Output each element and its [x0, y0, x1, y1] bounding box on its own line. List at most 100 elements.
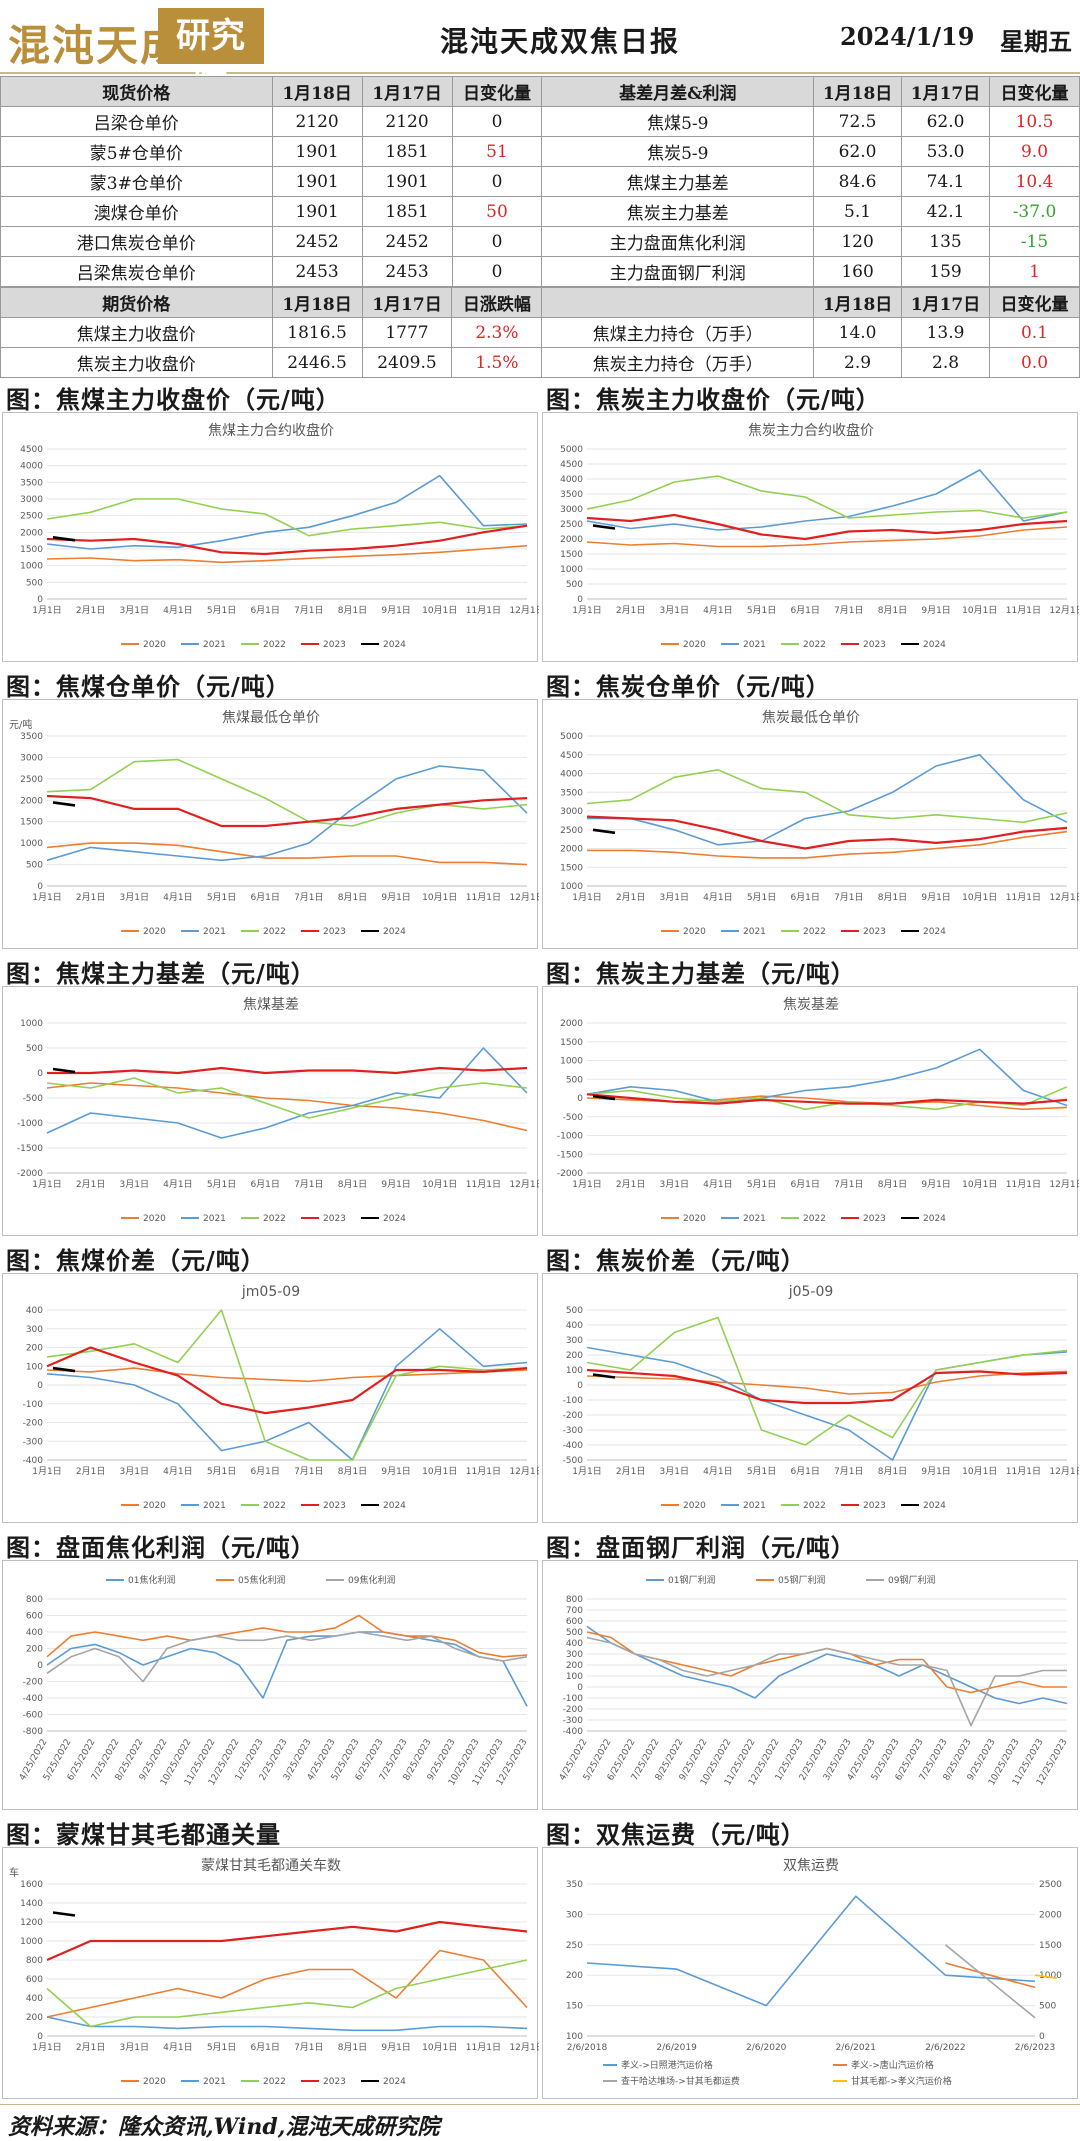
value-jan17: 62.0 — [901, 106, 990, 137]
series-line — [586, 526, 1068, 548]
y-tick-label: 300 — [566, 1336, 583, 1346]
chart-svg: j05-09 -500 -400 -300 -200 -100 0 100 200 300 400 5… — [563, 1284, 1079, 1511]
x-tick-label: 10月1日 — [422, 892, 457, 903]
y-tick-label: 200 — [566, 1661, 583, 1671]
x-tick-label: 1月1日 — [32, 2042, 61, 2053]
x-tick-label: 4月1日 — [703, 892, 732, 903]
chart-coking-coal-close: 焦煤主力合约收盘价 0 500 1000 1500 2000 2500 3000 3500 400… — [2, 412, 539, 662]
y-tick-label: 3500 — [20, 478, 43, 488]
y-tick-label: -100 — [563, 1694, 584, 1704]
series-line — [586, 1370, 1068, 1395]
series-line — [46, 794, 528, 828]
y-tick-label: -100 — [563, 1396, 584, 1406]
series-line — [52, 1366, 76, 1373]
futures-table-header: 期货价格 1月18日 1月17日 日涨跌幅 1月18日 1月17日 日变化量 — [0, 287, 1080, 318]
x-tick-label: 6月1日 — [790, 605, 819, 616]
y-tick-label: 400 — [26, 1994, 43, 2004]
series-line — [46, 1631, 528, 1683]
legend-label: 2022 — [263, 1501, 286, 1511]
value-jan17: 2409.5 — [361, 347, 453, 378]
y-tick-label: -1500 — [557, 1150, 583, 1160]
legend-label: 孝义->日照港汽运价格 — [621, 2059, 713, 2071]
report-header: 混沌天成 研究院 混沌天成双焦日报 2024/1/19 星期五 — [0, 0, 1080, 106]
value-change: 1.5% — [451, 347, 543, 378]
value-jan18: 2453 — [271, 256, 363, 287]
row-label-2: 主力盘面焦化利润 — [541, 226, 815, 257]
y2-tick-label: 2000 — [1039, 1910, 1062, 1920]
row-label-2: 焦炭主力基差 — [541, 196, 815, 227]
page-title: 混沌天成双焦日报 — [440, 25, 681, 58]
y-tick-label: 3500 — [560, 490, 583, 500]
chart-coke-close: 焦炭主力合约收盘价 0 500 1000 1500 2000 2500 3000 3500 400… — [542, 412, 1079, 662]
y-tick-label: -100 — [23, 1400, 44, 1410]
x-tick-label: 8月1日 — [338, 1466, 367, 1477]
y-tick-label: 0 — [37, 1381, 43, 1391]
series-line — [46, 758, 528, 827]
y-tick-label: 1500 — [20, 545, 43, 555]
x-tick-label: 6月1日 — [790, 1466, 819, 1477]
x-tick-label: 10月1日 — [962, 1179, 997, 1190]
x-tick-label: 3月1日 — [120, 2042, 149, 2053]
y-tick-label: 1000 — [20, 839, 43, 849]
x-tick-label: 2月1日 — [76, 1466, 105, 1477]
y-tick-label: 0 — [37, 595, 43, 605]
chart-coking-coal-basis: 焦煤基差 -2000 -1500 -1000 -500 0 500 1000 1月1日 2月1日 3… — [2, 986, 539, 1236]
header-cell: 日变化量 — [451, 76, 543, 107]
chart-title: 焦炭基差 — [783, 996, 839, 1013]
x-tick-label: 10月1日 — [422, 605, 457, 616]
value-jan18: 62.0 — [813, 136, 903, 167]
x-tick-label: 5月1日 — [207, 1466, 236, 1477]
legend-label: 2020 — [143, 2077, 166, 2087]
x-tick-label: 11月1日 — [466, 2042, 501, 2053]
x-tick-label: 12月1日 — [1049, 1179, 1079, 1190]
legend-label: 2020 — [683, 640, 706, 650]
y-axis-label: 元/吨 — [9, 718, 32, 731]
row-label-2: 主力盘面钢厂利润 — [541, 256, 815, 287]
series-line — [46, 1082, 528, 1132]
y-tick-label: 4500 — [20, 445, 43, 455]
y-tick-label: -400 — [563, 1727, 584, 1737]
series-line — [944, 1944, 1036, 2019]
legend-label: 2021 — [743, 640, 766, 650]
x-tick-label: 5月1日 — [207, 1179, 236, 1190]
y-tick-label: 1000 — [20, 562, 43, 572]
x-tick-label: 7月1日 — [834, 892, 863, 903]
series-line — [47, 1066, 528, 1075]
y-tick-label: -400 — [563, 1441, 584, 1451]
x-tick-label: 1月1日 — [32, 1179, 61, 1190]
x-tick-label: 3月1日 — [120, 605, 149, 616]
x-tick-label: 8月1日 — [878, 1466, 907, 1477]
legend-label: 2023 — [323, 1501, 346, 1511]
chart-coke-basis: 焦炭基差 -2000 -1500 -1000 -500 0 500 1000 1500 2000 1… — [542, 986, 1079, 1236]
x-tick-label: 12月1日 — [509, 1179, 539, 1190]
x-tick-label: 4月1日 — [163, 605, 192, 616]
y-tick-label: 0 — [37, 1069, 43, 1079]
value-jan18: 84.6 — [813, 166, 903, 197]
legend-label: 2020 — [143, 1214, 166, 1224]
y-axis-label: 车 — [9, 1866, 19, 1879]
chart-svg: 双焦运费 100 150 200 250 300 350 0 500 1000 1500 2000 25… — [566, 1858, 1062, 2087]
y-tick-label: 4000 — [560, 475, 583, 485]
section-title-coke-spread: 图：焦炭价差（元/吨） — [546, 1246, 806, 1275]
y-tick-label: 500 — [566, 580, 583, 590]
chart-mongolia-customs: 蒙煤甘其毛都通关车数车 0 200 400 600 800 1000 1200 1400 1600… — [2, 1847, 539, 2099]
y-tick-label: -300 — [563, 1426, 584, 1436]
x-tick-label: 12月1日 — [1049, 605, 1079, 616]
value-jan18: 2446.5 — [271, 347, 363, 378]
legend-label: 2021 — [203, 640, 226, 650]
chart-title: 焦煤最低仓单价 — [222, 710, 320, 726]
series-line — [46, 1949, 528, 2018]
x-tick-label: 4月1日 — [163, 1466, 192, 1477]
x-tick-label: 9月1日 — [921, 605, 950, 616]
y-tick-label: 400 — [26, 1628, 43, 1638]
y-tick-label: 200 — [26, 2013, 43, 2023]
value-jan18: 14.0 — [813, 317, 903, 348]
y-tick-label: -200 — [23, 1678, 44, 1688]
legend-label: 2024 — [383, 1501, 406, 1511]
series-line — [1034, 1974, 1058, 1979]
legend-label: 2023 — [323, 927, 346, 937]
y-tick-label: 1500 — [560, 1038, 583, 1048]
row-label: 蒙3#仓单价 — [0, 166, 273, 197]
legend-label: 2022 — [263, 2077, 286, 2087]
